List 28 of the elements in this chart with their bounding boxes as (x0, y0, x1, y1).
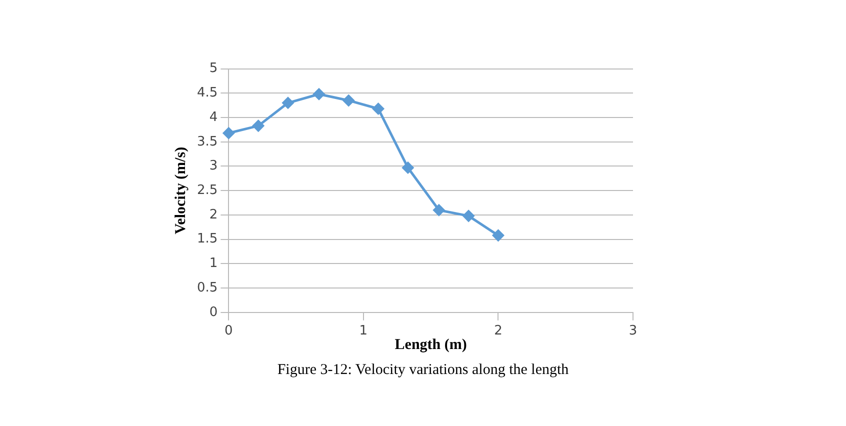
point (252, 120, 264, 132)
x-tick-label: 2 (494, 324, 502, 339)
point (222, 127, 234, 139)
x-axis-title: Length (m) (394, 336, 467, 353)
point (313, 88, 325, 100)
x-tick-label: 1 (359, 324, 368, 339)
point (462, 210, 474, 222)
point (342, 94, 354, 106)
y-axis-title: Velocity (m/s) (172, 146, 189, 234)
y-tick-label: 2 (209, 207, 218, 222)
y-tick-label: 5 (209, 61, 218, 76)
y-tick-label: 3.5 (196, 134, 218, 150)
y-tick-label: 1 (209, 256, 218, 272)
y-tick-label: 2.5 (196, 182, 218, 198)
y-tick-label: 3 (209, 158, 218, 174)
y-tick-label: 4.5 (196, 86, 218, 101)
point (433, 204, 445, 216)
point (282, 97, 294, 109)
point (492, 230, 504, 242)
point (372, 103, 384, 114)
y-tick-label: 0.5 (196, 280, 218, 296)
x-tick-label: 3 (628, 324, 638, 339)
y-tick-label: 0 (209, 304, 218, 320)
x-tick-label: 0 (224, 324, 233, 339)
caption: Figure 3-12: Velocity variations along the length (276, 362, 570, 379)
y-tick-label: 1.5 (196, 232, 218, 247)
y-tick-label: 4 (209, 110, 218, 125)
point (402, 162, 414, 174)
